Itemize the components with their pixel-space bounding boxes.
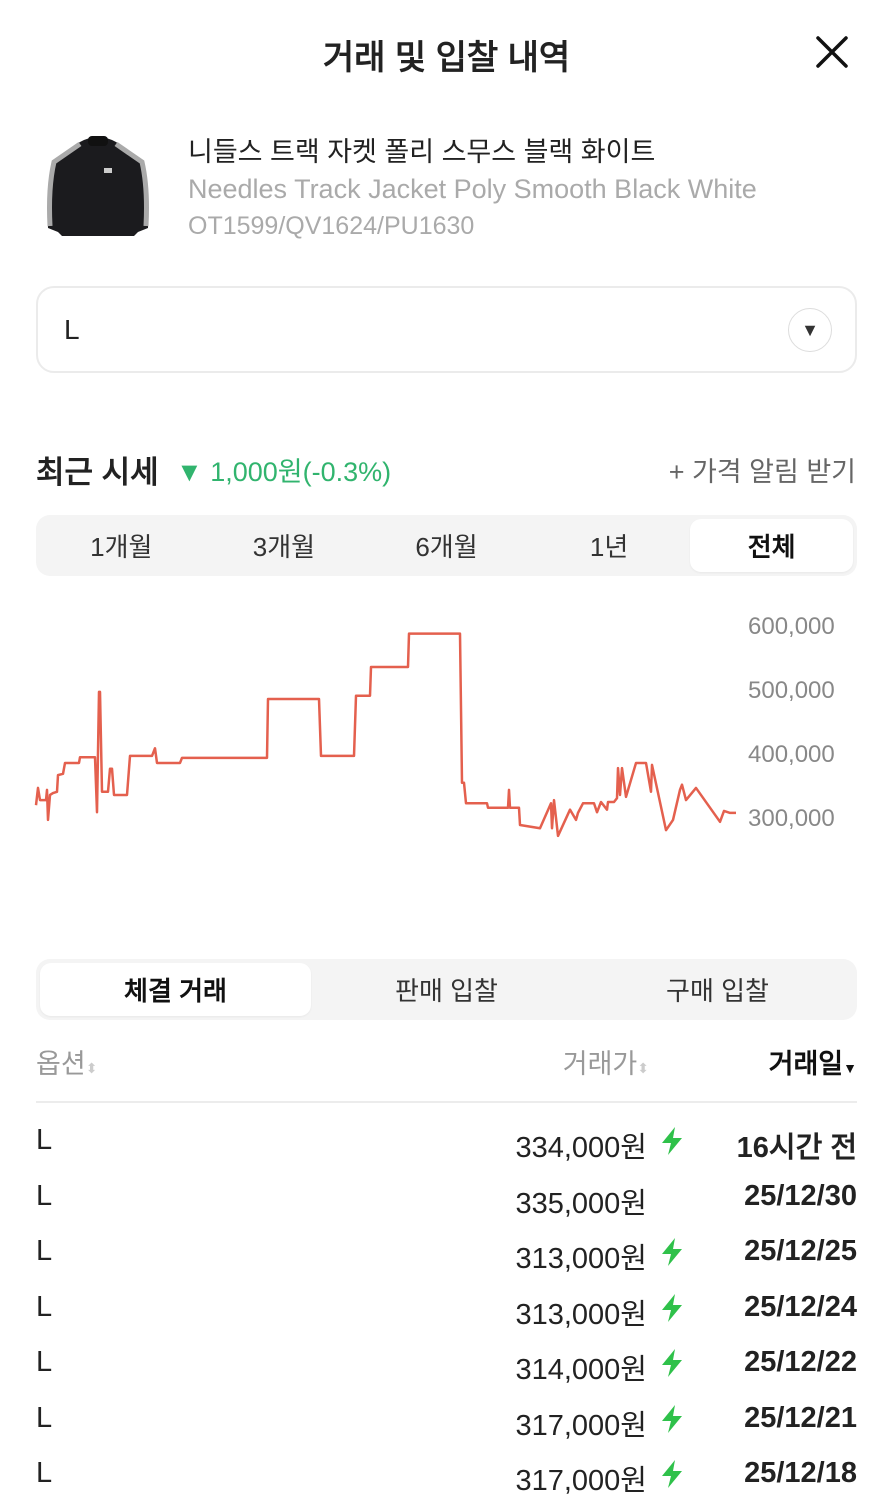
table-row: L 317,000원 25/12/18 bbox=[36, 1457, 857, 1512]
tab-3-months[interactable]: 3개월 bbox=[252, 532, 316, 562]
row-price: 317,000원 bbox=[515, 1465, 647, 1497]
divider bbox=[36, 1101, 857, 1103]
row-price: 317,000원 bbox=[515, 1409, 647, 1442]
table-row: L 335,000원 25/12/30 bbox=[36, 1180, 857, 1235]
sort-icon: ⬍ bbox=[637, 1060, 649, 1076]
product-name-ko: 니들스 트랙 자켓 폴리 스무스 블랙 화이트 bbox=[188, 137, 656, 167]
product-name-en: Needles Track Jacket Poly Smooth Black W… bbox=[188, 174, 757, 204]
table-row: L 314,000원 25/12/22 bbox=[36, 1346, 857, 1401]
price-line bbox=[34, 632, 736, 838]
price-header[interactable]: 거래가⬍ bbox=[563, 1042, 649, 1081]
row-price: 313,000원 bbox=[515, 1298, 647, 1331]
tab-sell-bids[interactable]: 판매 입찰 bbox=[395, 976, 498, 1006]
lightning-icon bbox=[662, 1404, 682, 1433]
period-tabs: 1개월 3개월 6개월 1년 전체 bbox=[36, 515, 857, 576]
tab-1-month[interactable]: 1개월 bbox=[90, 532, 153, 562]
row-date: 25/12/30 bbox=[744, 1179, 857, 1212]
price-header-label: 거래가 bbox=[562, 1049, 638, 1079]
row-price: 335,000원 bbox=[515, 1187, 647, 1220]
row-date: 25/12/24 bbox=[744, 1290, 857, 1323]
lightning-icon bbox=[662, 1349, 682, 1377]
sort-icon: ⬍ bbox=[85, 1060, 98, 1076]
tab-completed-trades[interactable]: 체결 거래 bbox=[40, 963, 311, 1016]
date-header[interactable]: 거래일▼ bbox=[769, 1042, 857, 1081]
tab-all[interactable]: 전체 bbox=[690, 519, 853, 572]
date-header-label: 거래일 bbox=[768, 1049, 844, 1079]
sort-desc-icon: ▼ bbox=[843, 1060, 857, 1076]
y-tick-label: 300,000 bbox=[748, 805, 835, 832]
tab-buy-bids[interactable]: 구매 입찰 bbox=[666, 976, 769, 1006]
row-price: 334,000원 bbox=[515, 1132, 647, 1164]
y-tick-label: 500,000 bbox=[748, 677, 835, 704]
table-row: L 317,000원 25/12/21 bbox=[36, 1402, 857, 1457]
row-option: L bbox=[36, 1124, 53, 1156]
price-chart: 600,000 500,000 400,000 300,000 bbox=[34, 613, 835, 838]
price-alert-button[interactable]: + 가격 알림 받기 bbox=[668, 457, 856, 487]
y-tick-label: 600,000 bbox=[748, 613, 835, 640]
lightning-icon bbox=[662, 1293, 682, 1322]
tab-1-year[interactable]: 1년 bbox=[589, 532, 629, 562]
size-select-value: L bbox=[64, 314, 80, 345]
y-tick-label: 400,000 bbox=[748, 741, 835, 768]
row-date: 25/12/25 bbox=[744, 1235, 857, 1267]
row-option: L bbox=[36, 1179, 53, 1212]
product-code: OT1599/QV1624/PU1630 bbox=[188, 212, 475, 240]
row-option: L bbox=[36, 1235, 53, 1267]
row-option: L bbox=[36, 1457, 53, 1489]
row-price: 313,000원 bbox=[515, 1243, 647, 1275]
row-option: L bbox=[36, 1290, 53, 1323]
price-change: ▼ 1,000원(-0.3%) bbox=[176, 457, 392, 487]
table-row: L 313,000원 25/12/25 bbox=[36, 1235, 857, 1290]
row-option: L bbox=[36, 1346, 53, 1378]
option-header-label: 옵션 bbox=[36, 1049, 86, 1079]
table-row: L 313,000원 25/12/24 bbox=[36, 1291, 857, 1346]
trade-tabs: 체결 거래 판매 입찰 구매 입찰 bbox=[36, 959, 857, 1020]
row-date: 16시간 전 bbox=[736, 1132, 857, 1164]
tab-6-months[interactable]: 6개월 bbox=[415, 532, 478, 562]
row-date: 25/12/18 bbox=[744, 1457, 857, 1489]
row-price: 314,000원 bbox=[515, 1354, 647, 1386]
close-icon[interactable] bbox=[812, 32, 852, 72]
lightning-icon bbox=[662, 1127, 682, 1155]
lightning-icon bbox=[662, 1460, 682, 1488]
row-date: 25/12/21 bbox=[744, 1401, 857, 1434]
page-title: 거래 및 입찰 내역 bbox=[322, 39, 571, 77]
size-select[interactable]: L ▼ bbox=[36, 286, 857, 373]
triangle-down-icon[interactable]: ▼ bbox=[788, 308, 832, 352]
row-date: 25/12/22 bbox=[744, 1346, 857, 1378]
product-image bbox=[47, 136, 149, 236]
recent-price-label: 최근 시세 bbox=[36, 455, 159, 490]
option-header[interactable]: 옵션⬍ bbox=[36, 1042, 97, 1081]
row-option: L bbox=[36, 1401, 53, 1434]
table-row: L 334,000원 16시간 전 bbox=[36, 1124, 857, 1179]
lightning-icon bbox=[662, 1238, 682, 1266]
